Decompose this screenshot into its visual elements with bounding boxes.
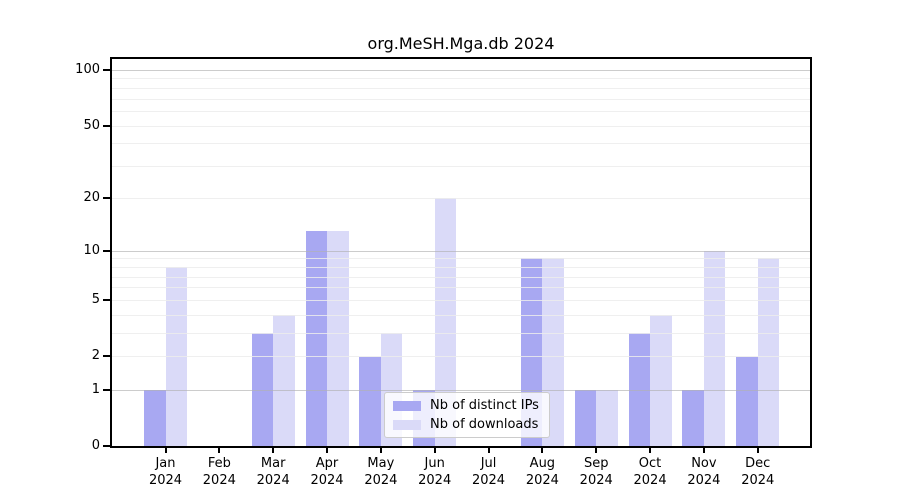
gridline-y-2	[112, 356, 810, 358]
bar-sep-ips	[574, 389, 597, 446]
legend-item-downloads: Nb of downloads	[393, 417, 541, 432]
x-tick-mark-jul	[487, 448, 490, 453]
gridline-y-6	[112, 287, 810, 289]
bar-jan-ips	[144, 389, 166, 446]
y-tick-label-2: 2	[91, 348, 100, 364]
x-tick-label-dec: Dec 2024	[741, 456, 775, 488]
x-tick-label-sep: Sep 2024	[579, 456, 613, 488]
bar-dec-downloads	[757, 258, 780, 446]
x-tick-mark-apr	[326, 448, 329, 453]
x-tick-label-apr: Apr 2024	[310, 456, 344, 488]
y-tick-mark-10	[103, 249, 110, 252]
bar-apr-downloads	[327, 231, 349, 446]
chart-title: org.MeSH.Mga.db 2024	[367, 34, 555, 53]
bar-nov-ips	[682, 389, 704, 446]
legend-swatch-downloads-icon	[393, 419, 421, 430]
x-tick-mark-dec	[756, 448, 759, 453]
y-tick-mark-100	[103, 69, 110, 71]
grid-layer	[112, 59, 810, 446]
x-tick-mark-aug	[541, 448, 544, 453]
gridline-y-8	[112, 266, 810, 268]
bar-nov-downloads	[703, 250, 726, 446]
x-tick-mark-nov	[702, 448, 705, 453]
x-tick-label-oct: Oct 2024	[633, 456, 667, 488]
y-tick-mark-0	[103, 445, 110, 447]
x-tick-mark-jun	[433, 448, 436, 453]
y-tick-mark-2	[103, 355, 110, 358]
bar-apr-ips	[305, 231, 328, 446]
gridline-y-20	[112, 197, 810, 199]
x-tick-label-jan: Jan 2024	[148, 456, 183, 488]
x-tick-label-nov: Nov 2024	[687, 456, 721, 488]
x-tick-mark-oct	[649, 448, 652, 453]
legend-label-downloads: Nb of downloads	[430, 417, 539, 432]
legend-item-distinct-ips: Nb of distinct IPs	[393, 398, 541, 413]
y-tick-label-5: 5	[91, 292, 100, 308]
gridline-y-4	[112, 314, 810, 316]
y-tick-label-0: 0	[91, 438, 100, 453]
gridline-y-9	[112, 258, 810, 260]
bar-sep-downloads	[596, 389, 618, 446]
plot-area: Nb of distinct IPs Nb of downloads	[110, 57, 812, 448]
y-tick-mark-5	[103, 299, 110, 302]
x-tick-mark-mar	[272, 448, 275, 453]
bar-jun-downloads	[434, 197, 457, 446]
y-tick-label-10: 10	[83, 242, 100, 258]
y-tick-mark-20	[103, 196, 110, 199]
gridline-y-1	[112, 389, 810, 391]
x-tick-mark-sep	[595, 448, 598, 453]
y-tick-label-100: 100	[75, 62, 100, 77]
y-tick-label-20: 20	[83, 189, 100, 205]
x-tick-mark-feb	[218, 448, 221, 453]
gridline-y-10	[112, 250, 810, 252]
gridline-y-70	[112, 98, 810, 100]
gridline-y-90	[112, 78, 810, 80]
gridline-y-3	[112, 333, 810, 335]
legend-swatch-ips-icon	[393, 400, 421, 411]
x-tick-label-feb: Feb 2024	[202, 456, 236, 488]
x-tick-label-jun: Jun 2024	[418, 456, 452, 488]
bar-dec-ips	[736, 356, 758, 446]
gridline-y-40	[112, 143, 810, 145]
x-tick-mark-jan	[164, 448, 167, 453]
gridline-y-100	[112, 70, 810, 71]
x-tick-mark-may	[379, 448, 382, 453]
legend-label-distinct-ips: Nb of distinct IPs	[430, 398, 539, 413]
y-tick-mark-50	[103, 124, 110, 127]
gridline-y-60	[112, 111, 810, 113]
y-tick-mark-1	[103, 388, 110, 391]
bar-mar-downloads	[273, 314, 295, 446]
x-tick-label-mar: Mar 2024	[256, 456, 290, 488]
x-tick-label-aug: Aug 2024	[525, 456, 559, 488]
bar-may-ips	[359, 356, 381, 446]
gridline-y-5	[112, 300, 810, 302]
gridline-y-30	[112, 166, 810, 168]
gridline-y-80	[112, 87, 810, 89]
y-tick-label-50: 50	[83, 117, 100, 133]
legend: Nb of distinct IPs Nb of downloads	[384, 392, 550, 438]
bar-oct-downloads	[650, 314, 672, 446]
gridline-y-50	[112, 125, 810, 127]
gridline-y-7	[112, 276, 810, 278]
x-tick-label-may: May 2024	[364, 456, 398, 488]
y-tick-label-1: 1	[91, 381, 100, 397]
x-tick-label-jul: Jul 2024	[471, 456, 506, 488]
